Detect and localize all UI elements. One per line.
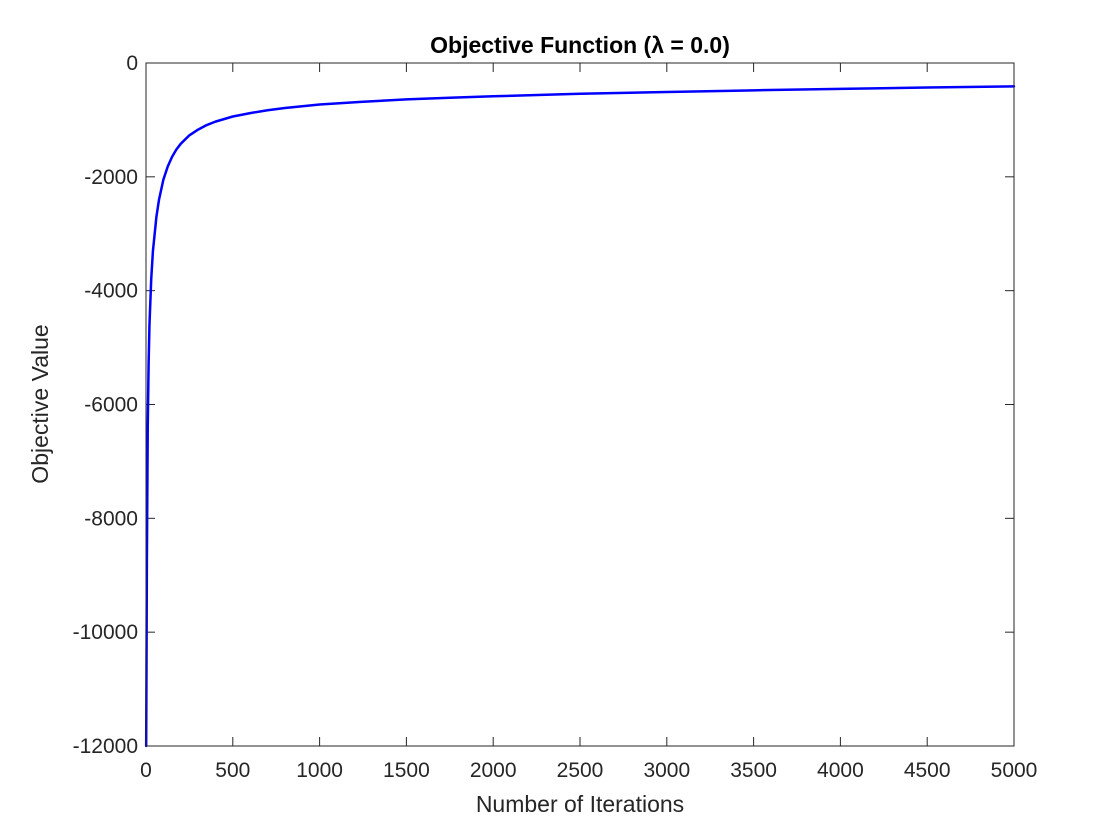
x-axis-ticks: 0 500 1000 1500 2000 2500 3000 3500 4000 4500 5000	[140, 63, 1037, 782]
y-tick-label: -8000	[84, 507, 138, 530]
x-tick-label: 1500	[383, 759, 430, 782]
x-tick-label: 0	[140, 759, 152, 782]
series-line	[144, 85, 1016, 748]
y-tick-label: -2000	[84, 166, 138, 189]
y-tick-label: 0	[126, 52, 138, 75]
x-axis-label: Number of Iterations	[476, 791, 684, 817]
x-tick-label: 2000	[470, 759, 517, 782]
x-tick-label: 3000	[643, 759, 690, 782]
x-tick-label: 500	[215, 759, 250, 782]
x-tick-label: 1000	[296, 759, 343, 782]
y-tick-label: -4000	[84, 280, 138, 303]
y-axis-ticks: 0 -2000 -4000 -6000 -8000 -10000 -12000	[73, 52, 1014, 758]
x-tick-label: 5000	[991, 759, 1038, 782]
x-tick-label: 2500	[557, 759, 604, 782]
y-tick-label: -10000	[73, 621, 138, 644]
x-tick-label: 4500	[904, 759, 951, 782]
y-axis-label: Objective Value	[27, 324, 53, 483]
x-tick-label: 4000	[817, 759, 864, 782]
y-tick-label: -12000	[73, 735, 138, 758]
y-tick-label: -6000	[84, 394, 138, 417]
x-tick-label: 3500	[730, 759, 777, 782]
chart-title: Objective Function (λ = 0.0)	[430, 32, 730, 58]
plot-box	[145, 62, 1015, 747]
plot-background	[146, 63, 1014, 746]
